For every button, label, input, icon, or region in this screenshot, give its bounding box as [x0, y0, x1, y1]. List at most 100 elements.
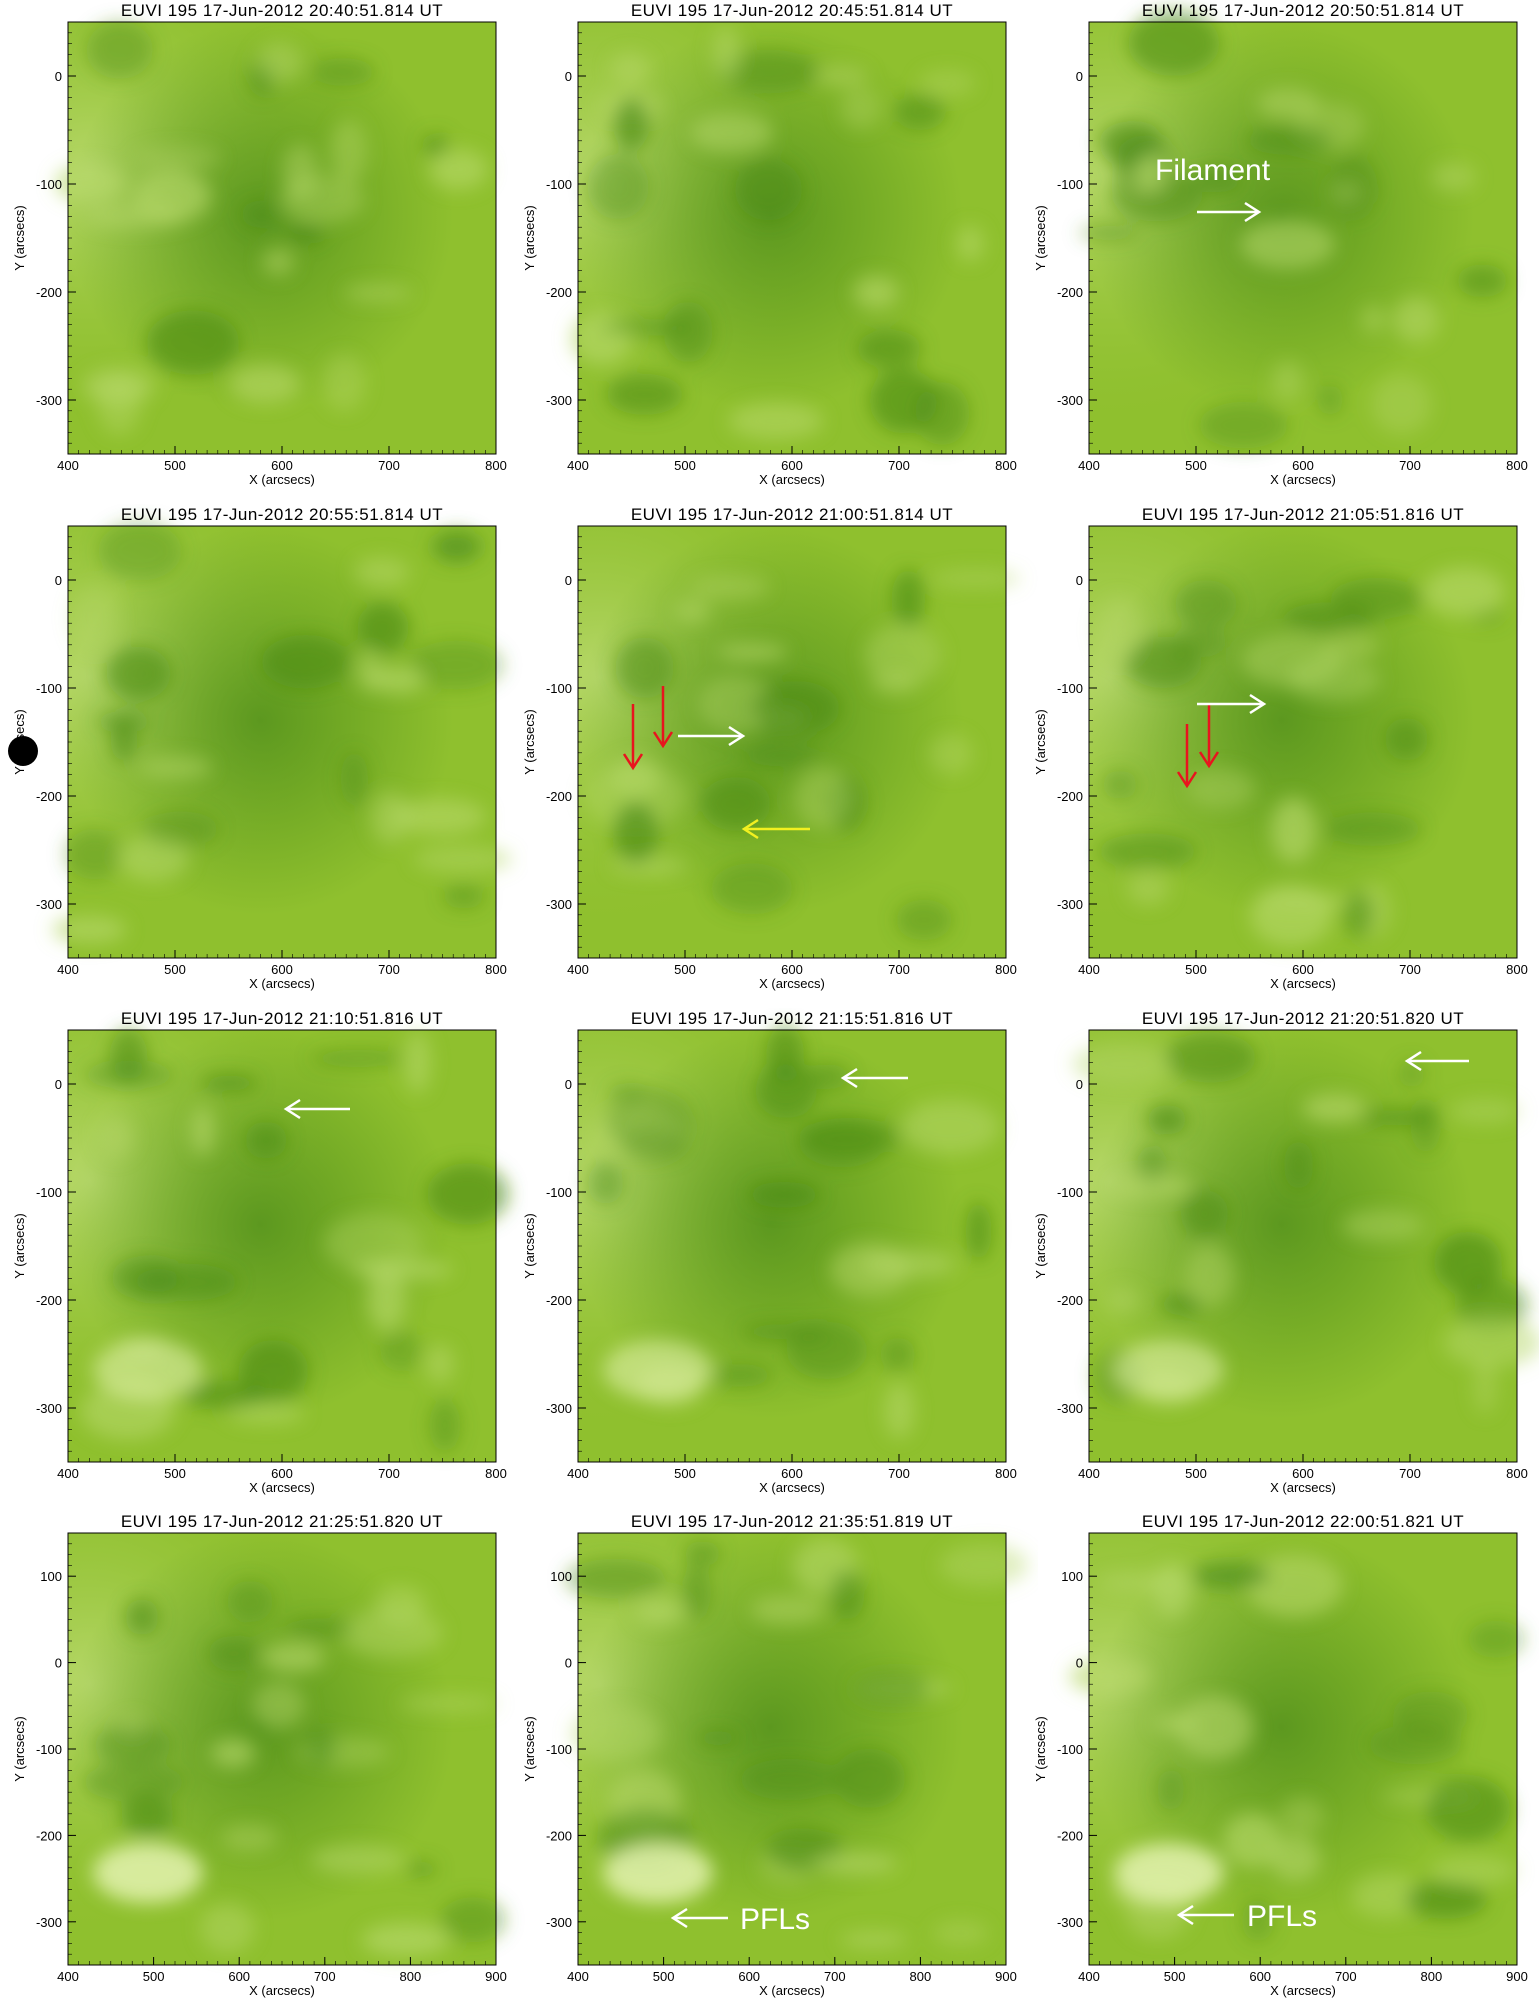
x-tick-label: 900 [485, 1969, 507, 1984]
y-tick-label: 0 [1076, 573, 1083, 588]
x-tick-label: 700 [378, 1466, 400, 1481]
y-tick-label: 0 [1076, 1077, 1083, 1092]
y-tick-label: 0 [55, 69, 62, 84]
y-tick-label: -300 [1057, 1915, 1083, 1930]
x-tick-label: 500 [1185, 1466, 1207, 1481]
x-axis-label: X (arcsecs) [1270, 1480, 1336, 1495]
y-tick-label: -100 [36, 681, 62, 696]
x-tick-label: 400 [1078, 458, 1100, 473]
x-tick-label: 600 [781, 962, 803, 977]
panel-p2: EUVI 195 17-Jun-2012 20:45:51.814 UT 400 5… [522, 1, 1017, 487]
panel-title: EUVI 195 17-Jun-2012 21:15:51.816 UT [631, 1009, 953, 1028]
euvi-image [1072, 1030, 1539, 1462]
y-axis-label: Y (arcsecs) [1033, 1213, 1048, 1279]
arrowhead [1198, 751, 1220, 769]
y-tick-label: -300 [1057, 393, 1083, 408]
arrowhead [283, 1098, 301, 1120]
x-tick-label: 800 [485, 1466, 507, 1481]
panel-title: EUVI 195 17-Jun-2012 20:40:51.814 UT [121, 1, 443, 20]
y-axis-label: Y (arcsecs) [12, 1716, 27, 1782]
annotation-label: PFLs [1247, 1900, 1317, 1933]
x-axis-label: X (arcsecs) [759, 472, 825, 487]
x-tick-label: 400 [567, 1969, 589, 1984]
y-tick-label: 0 [565, 1656, 572, 1671]
x-tick-label: 800 [910, 1969, 932, 1984]
y-tick-label: -100 [36, 1185, 62, 1200]
x-axis-label: X (arcsecs) [1270, 976, 1336, 991]
y-tick-label: 0 [1076, 69, 1083, 84]
y-tick-label: -300 [546, 1401, 572, 1416]
y-tick-label: -300 [546, 897, 572, 912]
x-tick-label: 800 [485, 962, 507, 977]
x-tick-label: 800 [1506, 458, 1528, 473]
x-axis-label: X (arcsecs) [249, 1480, 315, 1495]
y-tick-label: 0 [1076, 1656, 1083, 1671]
annotation-label: Filament [1155, 154, 1271, 187]
y-tick-label: -300 [36, 1915, 62, 1930]
panel-p8: EUVI 195 17-Jun-2012 21:15:51.816 UT 400 5… [522, 1009, 1017, 1495]
euvi-image [565, 1533, 1029, 1965]
x-tick-label: 900 [995, 1969, 1017, 1984]
y-tick-label: -100 [1057, 1185, 1083, 1200]
x-tick-label: 600 [1292, 458, 1314, 473]
x-tick-label: 900 [1506, 1969, 1528, 1984]
y-tick-label: 100 [1061, 1569, 1083, 1584]
y-axis-label: Y (arcsecs) [522, 205, 537, 271]
x-tick-label: 400 [57, 1969, 79, 1984]
panel-p6: EUVI 195 17-Jun-2012 21:05:51.816 UT 400 5… [1033, 505, 1528, 991]
x-axis-label: X (arcsecs) [1270, 472, 1336, 487]
panel-title: EUVI 195 17-Jun-2012 22:00:51.821 UT [1142, 1512, 1464, 1531]
y-axis-label: Y (arcsecs) [12, 205, 27, 271]
y-tick-label: -100 [546, 1742, 572, 1757]
y-tick-label: -300 [1057, 897, 1083, 912]
x-tick-label: 800 [1506, 962, 1528, 977]
y-tick-label: -200 [1057, 285, 1083, 300]
y-tick-label: 0 [55, 1077, 62, 1092]
x-tick-label: 600 [1292, 1466, 1314, 1481]
euvi-image [578, 1024, 1006, 1462]
euvi-image [578, 526, 1021, 958]
x-tick-label: 600 [271, 1466, 293, 1481]
y-tick-label: 0 [565, 1077, 572, 1092]
y-tick-label: 0 [565, 573, 572, 588]
y-axis-label: Y (arcsecs) [522, 1716, 537, 1782]
y-axis-label: Y (arcsecs) [1033, 709, 1048, 775]
panel-title: EUVI 195 17-Jun-2012 21:25:51.820 UT [121, 1512, 443, 1531]
panel-p7: EUVI 195 17-Jun-2012 21:10:51.816 UT 400 5… [12, 1009, 509, 1495]
x-tick-label: 500 [1185, 458, 1207, 473]
y-tick-label: -100 [546, 177, 572, 192]
y-tick-label: -200 [546, 1293, 572, 1308]
x-axis-label: X (arcsecs) [759, 976, 825, 991]
y-tick-label: -200 [36, 789, 62, 804]
arrowhead [652, 731, 674, 749]
y-tick-label: -100 [36, 177, 62, 192]
arrowhead [840, 1067, 858, 1089]
y-tick-label: -200 [546, 789, 572, 804]
panel-p5: EUVI 195 17-Jun-2012 21:00:51.814 UT 400 5… [522, 505, 1021, 991]
y-tick-label: -100 [1057, 681, 1083, 696]
arrowhead [1249, 693, 1267, 715]
x-tick-label: 800 [1421, 1969, 1443, 1984]
x-tick-label: 400 [1078, 1969, 1100, 1984]
y-tick-label: -200 [36, 285, 62, 300]
panel-p3: EUVI 195 17-Jun-2012 20:50:51.814 UT 400 5… [1033, 1, 1528, 487]
panel-p11: EUVI 195 17-Jun-2012 21:35:51.819 UT 400 5… [522, 1512, 1029, 1998]
arrowhead [670, 1907, 688, 1929]
arrowhead [1176, 771, 1198, 789]
panel-title: EUVI 195 17-Jun-2012 20:45:51.814 UT [631, 1, 953, 20]
y-tick-label: -200 [546, 285, 572, 300]
y-tick-label: -100 [1057, 177, 1083, 192]
x-tick-label: 600 [1249, 1969, 1271, 1984]
euvi-image [1089, 526, 1517, 958]
x-tick-label: 700 [824, 1969, 846, 1984]
panel-p9: EUVI 195 17-Jun-2012 21:20:51.820 UT 400 5… [1033, 1009, 1539, 1495]
x-tick-label: 600 [781, 458, 803, 473]
y-tick-label: -100 [546, 681, 572, 696]
y-axis-label: Y (arcsecs) [1033, 1716, 1048, 1782]
y-tick-label: -300 [36, 393, 62, 408]
panel-p4: EUVI 195 17-Jun-2012 20:55:51.814 UT 400 5… [12, 505, 513, 991]
x-axis-label: X (arcsecs) [249, 976, 315, 991]
arrowhead [622, 753, 644, 771]
x-tick-label: 700 [1399, 1466, 1421, 1481]
x-tick-label: 700 [314, 1969, 336, 1984]
